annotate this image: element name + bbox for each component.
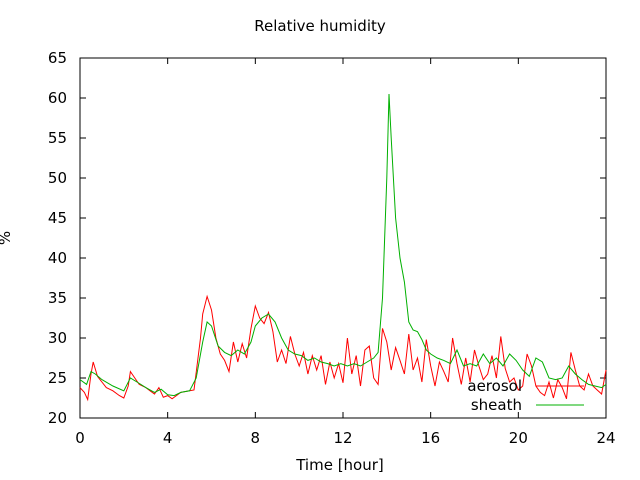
y-tick-label: 20 <box>48 409 67 427</box>
y-tick-label: 55 <box>48 129 67 147</box>
y-tick-label: 50 <box>48 169 67 187</box>
legend-label-aerosol: aerosol <box>467 377 522 395</box>
x-tick-label: 20 <box>509 429 528 447</box>
y-tick-label: 65 <box>48 49 67 67</box>
series-line-sheath <box>79 93 607 397</box>
y-tick-label: 30 <box>48 329 67 347</box>
x-tick-label: 12 <box>333 429 352 447</box>
x-tick-label: 4 <box>163 429 173 447</box>
x-tick-label: 16 <box>421 429 440 447</box>
legend-label-sheath: sheath <box>471 396 522 414</box>
y-tick-label: 45 <box>48 209 67 227</box>
y-tick-label: 25 <box>48 369 67 387</box>
chart-title: Relative humidity <box>254 17 386 35</box>
x-tick-label: 24 <box>596 429 615 447</box>
series-line-aerosol <box>79 294 607 402</box>
y-tick-label: 35 <box>48 289 67 307</box>
x-tick-label: 8 <box>251 429 261 447</box>
x-axis-label: Time [hour] <box>296 456 384 474</box>
y-tick-label: 40 <box>48 249 67 267</box>
y-tick-label: 60 <box>48 89 67 107</box>
x-tick-label: 0 <box>75 429 85 447</box>
